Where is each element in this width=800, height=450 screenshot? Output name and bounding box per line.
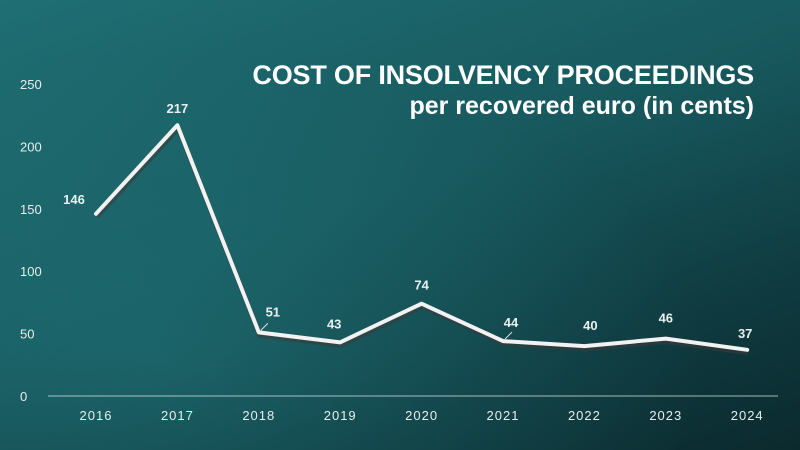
y-tick-label: 150 xyxy=(20,202,42,217)
x-tick-label: 2016 xyxy=(80,408,113,423)
data-label: 43 xyxy=(327,316,341,331)
x-tick-label: 2019 xyxy=(324,408,357,423)
x-tick-label: 2023 xyxy=(649,408,682,423)
data-label: 146 xyxy=(63,192,85,207)
data-label-leader xyxy=(504,331,513,340)
chart-title: COST OF INSOLVENCY PROCEEDINGS xyxy=(252,60,754,90)
x-tick-label: 2021 xyxy=(487,408,520,423)
data-label-leader xyxy=(260,322,269,331)
data-label: 74 xyxy=(414,278,429,293)
x-tick-label: 2024 xyxy=(731,408,764,423)
data-label: 217 xyxy=(167,101,189,116)
series-line-shadow xyxy=(95,125,749,356)
data-label: 46 xyxy=(659,311,673,326)
y-tick-label: 0 xyxy=(20,389,27,404)
y-tick-label: 200 xyxy=(20,139,42,154)
y-tick-label: 100 xyxy=(20,264,42,279)
data-label: 40 xyxy=(583,318,597,333)
data-label: 51 xyxy=(266,304,280,319)
data-label: 37 xyxy=(738,326,752,341)
series-line xyxy=(94,123,750,352)
x-tick-label: 2018 xyxy=(242,408,275,423)
x-tick-label: 2022 xyxy=(568,408,601,423)
title-block: COST OF INSOLVENCY PROCEEDINGS per recov… xyxy=(252,60,754,122)
y-tick-label: 50 xyxy=(20,327,34,342)
y-tick-label: 250 xyxy=(20,77,42,92)
chart-subtitle: per recovered euro (in cents) xyxy=(409,92,754,120)
x-tick-label: 2017 xyxy=(161,408,194,423)
data-label: 44 xyxy=(504,315,519,330)
x-tick-label: 2020 xyxy=(405,408,438,423)
